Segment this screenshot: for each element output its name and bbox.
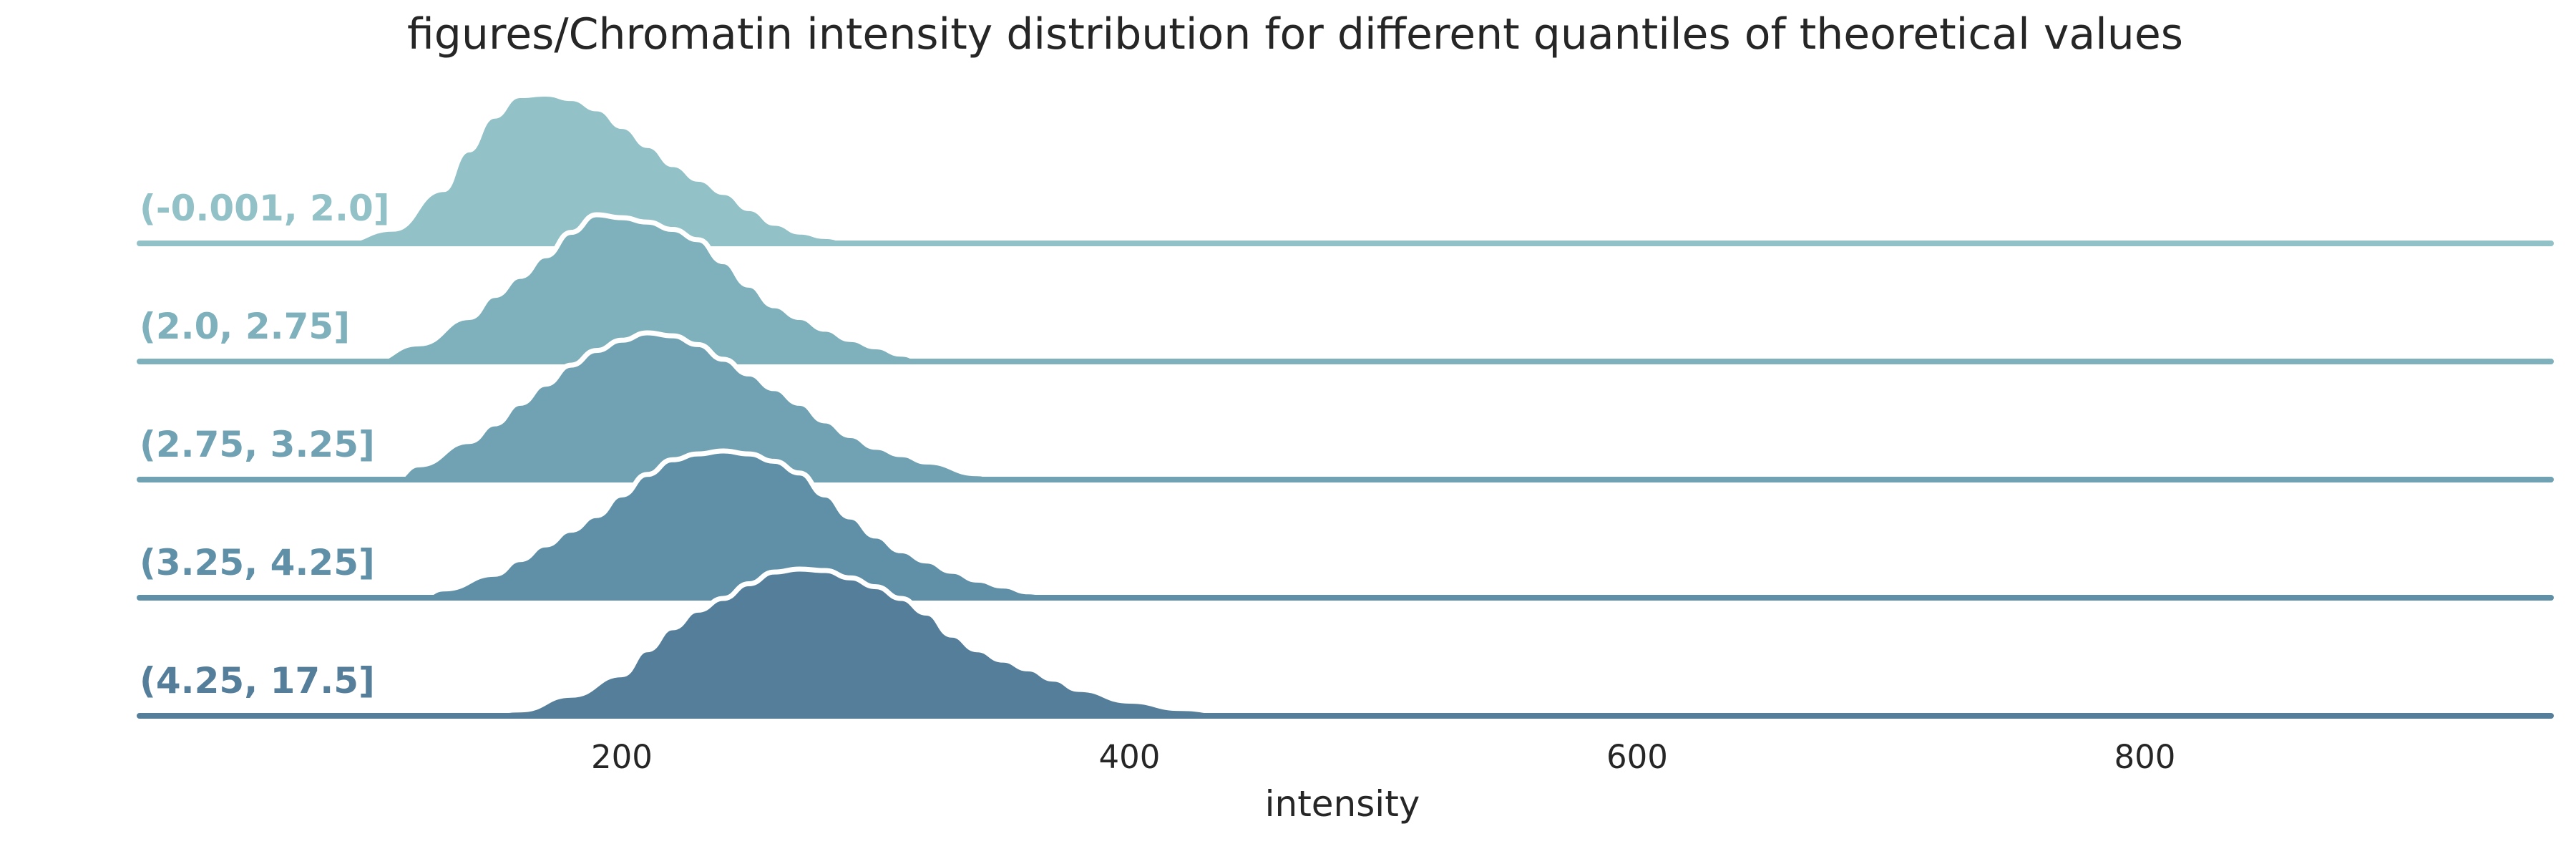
ridge-4: (4.25, 17.5] xyxy=(137,566,2554,719)
ridge-label-2: (2.75, 3.25] xyxy=(140,424,375,465)
x-axis-label: intensity xyxy=(1265,783,1420,825)
ridge-outline-1 xyxy=(368,212,927,364)
ridges-group: (-0.001, 2.0] (2.0, 2.75] (2.75, 3.25] (3.2… xyxy=(137,97,2554,719)
ridge-label-4: (4.25, 17.5] xyxy=(140,660,375,702)
x-tick-label-3: 800 xyxy=(2114,738,2175,776)
ridge-0: (-0.001, 2.0] xyxy=(137,97,2554,246)
x-axis-ticks: 200 400 600 800 xyxy=(591,738,2175,776)
chart-title: figures/Chromatin intensity distribution… xyxy=(407,9,2183,59)
ridge-2: (2.75, 3.25] xyxy=(137,330,2554,482)
ridge-label-0: (-0.001, 2.0] xyxy=(140,188,390,229)
x-tick-label-2: 600 xyxy=(1606,738,1668,776)
ridge-outline-2 xyxy=(393,330,1003,482)
ridge-1: (2.0, 2.75] xyxy=(137,212,2554,364)
ridge-area-3 xyxy=(419,451,1079,598)
x-tick-label-0: 200 xyxy=(591,738,653,776)
ridge-area-1 xyxy=(368,215,927,361)
ridge-area-2 xyxy=(393,333,1003,480)
ridge-outline-4 xyxy=(469,566,1257,719)
ridge-3: (3.25, 4.25] xyxy=(137,448,2554,601)
ridge-label-3: (3.25, 4.25] xyxy=(140,542,375,583)
ridge-area-4 xyxy=(469,569,1257,716)
ridge-area-0 xyxy=(342,97,851,243)
x-tick-label-1: 400 xyxy=(1099,738,1161,776)
ridge-label-1: (2.0, 2.75] xyxy=(140,306,350,347)
ridge-outline-3 xyxy=(418,448,1079,601)
